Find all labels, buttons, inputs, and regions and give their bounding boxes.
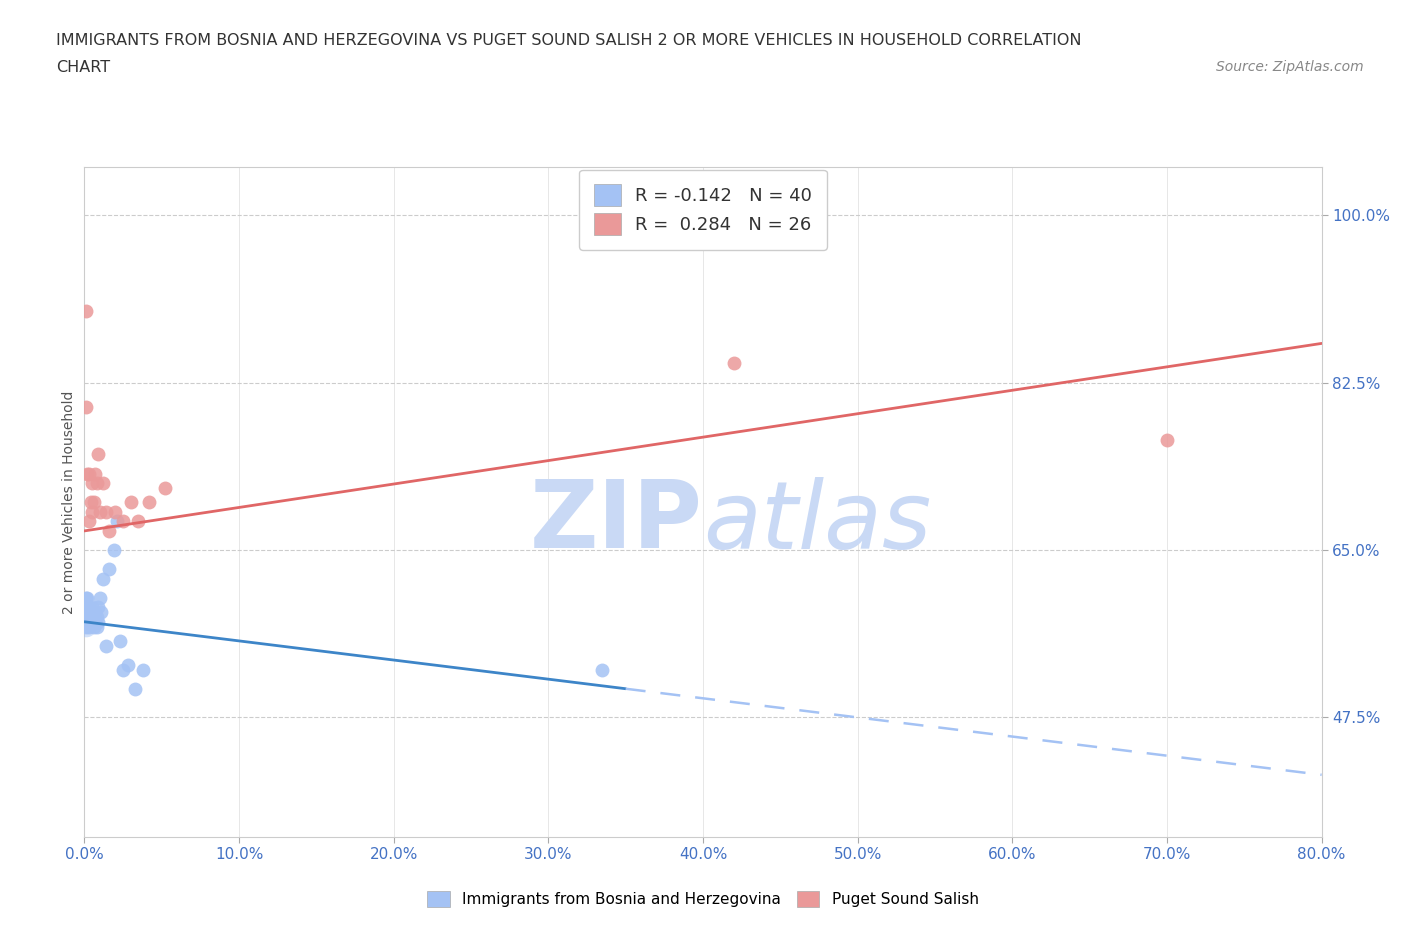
- Point: [84, 604, 107, 619]
- Point: [75, 604, 97, 619]
- Point: [83, 495, 105, 510]
- Point: [138, 495, 160, 510]
- Point: [112, 662, 135, 677]
- Point: [75, 619, 97, 634]
- Point: [104, 504, 127, 519]
- Point: [76, 591, 98, 605]
- Point: [87, 447, 110, 462]
- Point: [77, 619, 100, 634]
- Point: [91, 475, 114, 490]
- Point: [86, 619, 108, 634]
- Point: [112, 514, 135, 529]
- Point: [94, 638, 117, 653]
- Point: [86, 475, 108, 490]
- Point: [76, 466, 98, 481]
- Point: [75, 303, 97, 318]
- Point: [76, 609, 98, 624]
- Point: [75, 591, 97, 605]
- Point: [723, 356, 745, 371]
- Point: [82, 504, 104, 519]
- Point: [91, 571, 114, 586]
- Legend: R = -0.142   N = 40, R =  0.284   N = 26: R = -0.142 N = 40, R = 0.284 N = 26: [579, 170, 827, 250]
- Point: [117, 658, 139, 672]
- Point: [82, 615, 104, 630]
- Point: [98, 562, 121, 577]
- Point: [77, 514, 100, 529]
- Point: [89, 504, 111, 519]
- Point: [108, 633, 131, 648]
- Text: IMMIGRANTS FROM BOSNIA AND HERZEGOVINA VS PUGET SOUND SALISH 2 OR MORE VEHICLES : IMMIGRANTS FROM BOSNIA AND HERZEGOVINA V…: [56, 33, 1081, 47]
- Legend: Immigrants from Bosnia and Herzegovina, Puget Sound Salish: Immigrants from Bosnia and Herzegovina, …: [422, 884, 984, 913]
- Point: [1156, 432, 1178, 447]
- Point: [76, 615, 98, 630]
- Point: [105, 514, 128, 529]
- Point: [153, 481, 176, 496]
- Point: [75, 614, 97, 629]
- Point: [89, 591, 111, 605]
- Point: [77, 609, 100, 624]
- Point: [592, 662, 614, 677]
- Point: [87, 615, 110, 630]
- Point: [75, 609, 97, 624]
- Text: atlas: atlas: [703, 477, 931, 568]
- Point: [120, 495, 142, 510]
- Point: [94, 504, 117, 519]
- Y-axis label: 2 or more Vehicles in Household: 2 or more Vehicles in Household: [62, 391, 76, 614]
- Point: [79, 609, 101, 624]
- Point: [86, 609, 108, 624]
- Point: [127, 514, 149, 529]
- Point: [87, 600, 110, 615]
- Point: [77, 466, 100, 481]
- Point: [82, 475, 104, 490]
- Point: [75, 600, 97, 615]
- Text: ZIP: ZIP: [530, 476, 703, 568]
- Text: Source: ZipAtlas.com: Source: ZipAtlas.com: [1216, 60, 1364, 74]
- Point: [82, 609, 104, 624]
- Point: [79, 495, 101, 510]
- Point: [124, 682, 146, 697]
- Point: [79, 615, 101, 630]
- Point: [75, 611, 97, 626]
- Point: [84, 466, 107, 481]
- Point: [98, 524, 121, 538]
- Point: [75, 615, 97, 630]
- Point: [75, 399, 97, 414]
- Text: CHART: CHART: [56, 60, 110, 75]
- Point: [75, 619, 97, 634]
- Point: [75, 609, 97, 624]
- Point: [75, 615, 97, 630]
- Point: [75, 607, 97, 622]
- Point: [82, 600, 104, 615]
- Point: [75, 616, 97, 631]
- Point: [79, 604, 101, 619]
- Point: [76, 600, 98, 615]
- Point: [83, 609, 105, 624]
- Point: [77, 615, 100, 630]
- Point: [84, 615, 107, 630]
- Point: [90, 604, 112, 619]
- Point: [77, 600, 100, 615]
- Point: [83, 619, 105, 634]
- Point: [132, 662, 155, 677]
- Point: [103, 542, 125, 557]
